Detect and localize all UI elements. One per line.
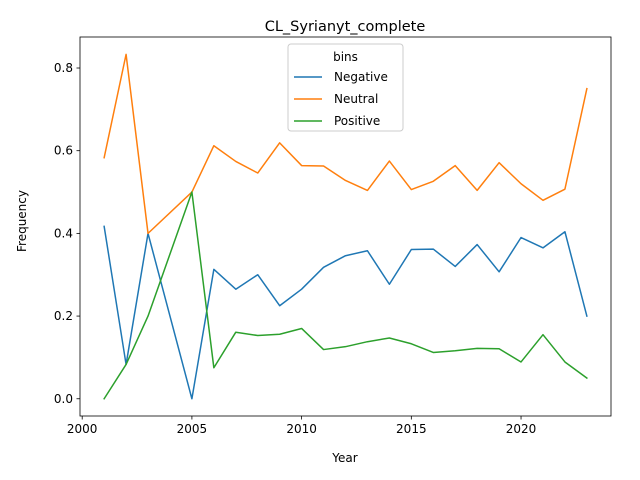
- legend-title: bins: [333, 50, 358, 64]
- axes-layer: 2000 2005 2010 2015 2020 0.0 0.2 0.4 0.6 0.8: [54, 36, 612, 436]
- x-tick-label: 2000: [67, 422, 98, 436]
- legend-label-negative: Negative: [334, 70, 388, 84]
- y-tick-label: 0.0: [54, 392, 73, 406]
- legend-label-positive: Positive: [334, 114, 380, 128]
- x-tick-label: 2005: [177, 422, 208, 436]
- series-line-negative: [103, 225, 588, 400]
- legend: bins Negative Neutral Positive: [287, 43, 404, 132]
- axes-frame: [79, 36, 612, 417]
- chart-title: CL_Syrianyt_complete: [265, 19, 426, 35]
- y-tick-label: 0.2: [54, 309, 73, 323]
- x-tick-label: 2015: [396, 422, 427, 436]
- series-line-neutral: [103, 53, 588, 235]
- x-tick-label: 2020: [506, 422, 537, 436]
- x-tick-label: 2010: [286, 422, 317, 436]
- legend-box: [287, 43, 404, 132]
- y-tick-label: 0.6: [54, 144, 73, 158]
- y-tick-label: 0.4: [54, 226, 73, 240]
- x-axis-label: Year: [331, 451, 357, 465]
- series-layer: [103, 53, 588, 400]
- y-tick-label: 0.8: [54, 61, 73, 75]
- y-axis-label: Frequency: [15, 190, 29, 252]
- series-line-positive: [103, 191, 588, 400]
- legend-label-neutral: Neutral: [334, 92, 378, 106]
